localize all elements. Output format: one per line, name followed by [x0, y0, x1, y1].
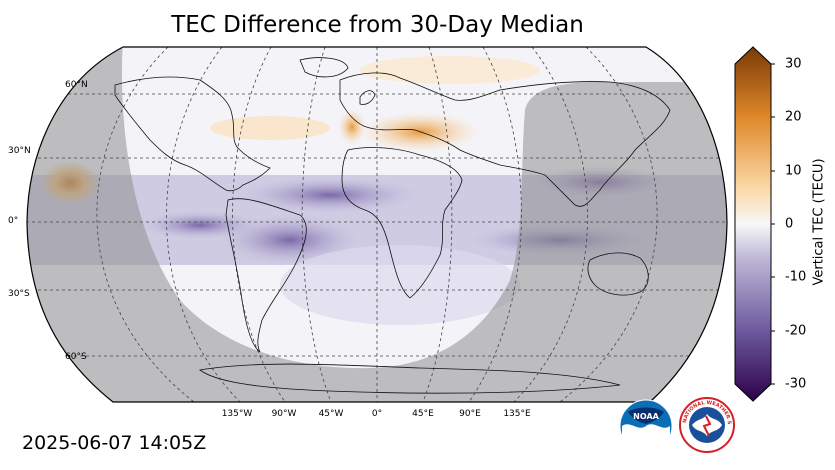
colorbar-tick-20: 20 — [785, 109, 802, 125]
colorbar-tick-0: 0 — [785, 216, 794, 232]
lon-label-90e: 90°E — [459, 409, 481, 419]
noaa-logo-text: NOAA — [633, 412, 659, 421]
lon-label-135w: 135°W — [221, 409, 253, 419]
colorbar-ticks — [771, 63, 775, 385]
lat-label-60n: 60°N — [65, 80, 88, 90]
timestamp: 2025-06-07 14:05Z — [22, 432, 207, 454]
colorbar-tick-neg20: -20 — [785, 323, 807, 339]
colorbar-tick-30: 30 — [785, 56, 802, 72]
lat-label-30n: 30°N — [8, 146, 31, 156]
nws-logo: NATIONAL WEATHER SERVICE — [678, 396, 735, 453]
lon-label-135e: 135°E — [503, 409, 531, 419]
lat-label-30s: 30°S — [8, 289, 30, 299]
lon-label-45w: 45°W — [318, 409, 344, 419]
colorbar-tick-10: 10 — [785, 163, 802, 179]
colorbar-label: Vertical TEC (TECU) — [811, 158, 827, 286]
colorbar-scale — [734, 46, 772, 402]
lon-label-90w: 90°W — [271, 409, 297, 419]
colorbar-tick-neg30: -30 — [785, 376, 807, 392]
colorbar-tick-neg10: -10 — [785, 269, 807, 285]
lon-label-0: 0° — [371, 409, 383, 419]
lat-label-60s: 60°S — [65, 352, 87, 362]
lat-label-0: 0° — [8, 216, 19, 226]
map-title: TEC Difference from 30-Day Median — [171, 12, 584, 38]
lon-label-45e: 45°E — [412, 409, 434, 419]
noaa-logo: NOAA — [619, 399, 673, 453]
map-data-field — [27, 47, 727, 402]
